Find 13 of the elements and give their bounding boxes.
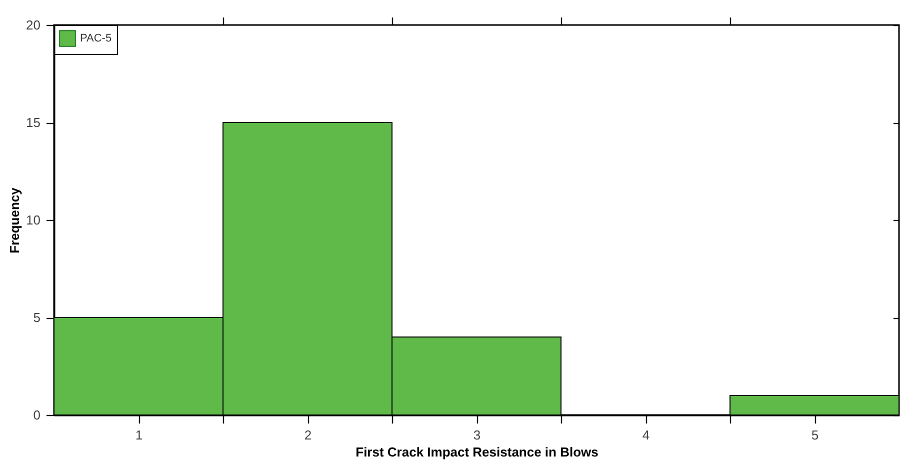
y-tick-label: 20 (26, 18, 40, 32)
y-tick-label: 5 (33, 310, 40, 325)
x-tick-label: 1 (135, 428, 143, 442)
y-tick-label: 15 (26, 115, 40, 130)
x-tick-label: 2 (304, 428, 312, 442)
y-tick-label: 0 (33, 408, 40, 422)
y-axis-title: Frequency (7, 186, 22, 254)
x-axis-title: First Crack Impact Resistance in Blows (356, 444, 598, 460)
y-tick-label: 10 (26, 212, 40, 228)
legend-label: PAC-5 (80, 32, 112, 44)
x-tick-label: 3 (473, 428, 481, 442)
x-tick-label: 5 (811, 428, 819, 442)
x-tick-label: 4 (642, 428, 650, 442)
